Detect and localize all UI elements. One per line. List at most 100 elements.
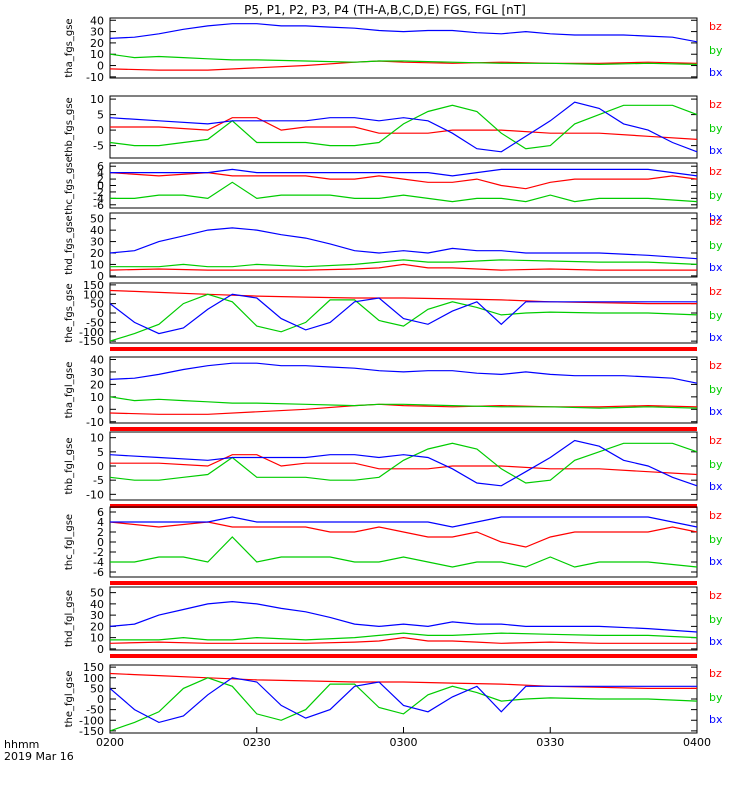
series-label-by: by xyxy=(709,613,723,626)
panel-frame xyxy=(109,356,698,424)
series-line-by xyxy=(109,442,698,484)
series-line-bz xyxy=(109,636,697,644)
series-line-bx xyxy=(109,23,698,43)
series-label-by: by xyxy=(709,189,723,202)
y-tick-label: 6 xyxy=(97,160,104,173)
y-tick-label: 0 xyxy=(97,460,104,473)
y-tick-label: 0 xyxy=(97,643,104,656)
y-tick-label: 6 xyxy=(97,506,104,519)
y-tick-label: 150 xyxy=(83,279,104,292)
y-tick-label: -10 xyxy=(86,71,104,84)
series-line-bx xyxy=(109,293,697,335)
y-tick-label: 10 xyxy=(90,48,104,61)
series-label-bx: bx xyxy=(709,555,723,568)
y-tick-label: 40 xyxy=(90,14,104,27)
series-line-by xyxy=(110,632,698,641)
y-tick-label: 0 xyxy=(97,270,104,283)
x-tick-label: 0230 xyxy=(243,736,271,749)
series-label-bx: bx xyxy=(709,713,723,726)
y-tick-label: 30 xyxy=(90,26,104,39)
y-tick-label: 40 xyxy=(90,353,104,366)
y-tick-label: 30 xyxy=(90,236,104,249)
series-label-bz: bz xyxy=(709,359,722,372)
y-tick-label: 2 xyxy=(97,526,104,539)
y-tick-label: 100 xyxy=(83,288,104,301)
y-tick-label: -5 xyxy=(93,474,104,487)
y-tick-label: 0 xyxy=(97,180,104,193)
series-line-bx xyxy=(109,101,698,153)
panel-frame xyxy=(109,212,698,278)
y-tick-label: -4 xyxy=(93,556,104,569)
series-line-bz xyxy=(109,263,697,271)
series-label-bx: bx xyxy=(709,261,723,274)
x-tick-label: 0400 xyxy=(683,736,711,749)
series-line-bz xyxy=(110,117,698,140)
y-tick-label: -150 xyxy=(79,335,104,348)
series-label-bx: bx xyxy=(709,66,723,79)
series-label-bz: bz xyxy=(709,215,722,228)
series-line-by xyxy=(109,677,698,732)
y-tick-label: 30 xyxy=(90,609,104,622)
y-tick-label: 0 xyxy=(97,307,104,320)
series-line-bx xyxy=(109,600,698,633)
y-tick-label: 50 xyxy=(90,298,104,311)
y-tick-label: 0 xyxy=(97,60,104,73)
series-label-bx: bx xyxy=(709,331,723,344)
series-line-bz xyxy=(110,454,698,476)
series-line-bz xyxy=(109,403,698,415)
series-label-by: by xyxy=(709,383,723,396)
y-tick-label: 0 xyxy=(97,124,104,137)
y-tick-label: -50 xyxy=(86,704,104,717)
y-tick-label: 2 xyxy=(97,173,104,186)
y-axis-label: the_fgs_gse xyxy=(64,283,75,342)
y-tick-label: -10 xyxy=(86,416,104,429)
series-line-by xyxy=(110,259,698,268)
series-line-bx xyxy=(110,168,698,177)
y-tick-label: 20 xyxy=(90,620,104,633)
y-tick-label: 150 xyxy=(83,661,104,674)
y-tick-label: 20 xyxy=(90,247,104,260)
series-label-by: by xyxy=(709,458,723,471)
y-tick-label: 10 xyxy=(90,632,104,645)
series-label-bz: bz xyxy=(709,285,722,298)
y-axis-label: thd_fgs_gse xyxy=(64,215,75,274)
y-tick-label: 50 xyxy=(90,587,104,600)
coverage-bar xyxy=(110,581,697,585)
y-tick-label: 50 xyxy=(90,213,104,226)
y-tick-label: 40 xyxy=(90,224,104,237)
series-line-bz xyxy=(109,521,698,548)
series-line-by xyxy=(110,181,698,203)
series-line-by xyxy=(109,104,698,150)
y-tick-label: -2 xyxy=(93,186,104,199)
y-tick-label: 10 xyxy=(90,258,104,271)
x-tick-label: 0300 xyxy=(390,736,418,749)
y-tick-label: 10 xyxy=(90,391,104,404)
series-label-bx: bx xyxy=(709,405,723,418)
y-axis-label: the_fgl_gse xyxy=(64,671,75,728)
x-axis-label: hhmm xyxy=(4,738,39,751)
y-tick-label: -6 xyxy=(93,199,104,212)
y-tick-label: 5 xyxy=(97,109,104,122)
series-label-by: by xyxy=(709,239,723,252)
y-tick-label: 10 xyxy=(90,432,104,445)
series-line-bx xyxy=(110,516,698,528)
series-label-bz: bz xyxy=(709,165,722,178)
figure-title: P5, P1, P2, P3, P4 (TH-A,B,C,D,E) FGS, F… xyxy=(244,3,526,17)
y-tick-label: -2 xyxy=(93,546,104,559)
panel-frame xyxy=(109,17,698,79)
series-label-bz: bz xyxy=(709,589,722,602)
y-tick-label: -6 xyxy=(93,566,104,579)
series-line-bx xyxy=(109,362,698,384)
y-tick-label: 0 xyxy=(97,536,104,549)
y-axis-label: thb_fgl_gse xyxy=(64,438,75,495)
series-line-by xyxy=(109,293,698,342)
series-label-by: by xyxy=(709,44,723,57)
series-label-bx: bx xyxy=(709,480,723,493)
series-label-bx: bx xyxy=(709,211,723,224)
